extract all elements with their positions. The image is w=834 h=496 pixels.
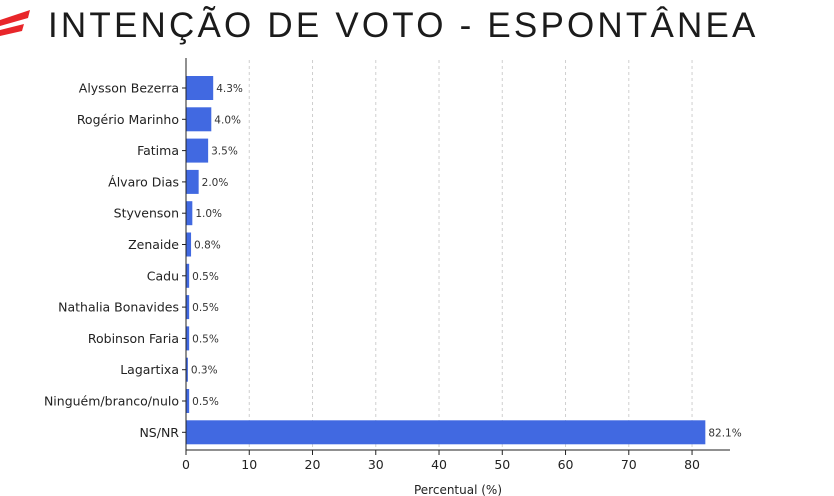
bars	[186, 76, 706, 445]
value-label: 0.5%	[192, 271, 219, 283]
bar	[186, 169, 199, 194]
category-label: Alysson Bezerra	[79, 81, 179, 96]
x-tick-label: 80	[684, 457, 700, 472]
bar	[186, 232, 192, 257]
category-label: Álvaro Dias	[108, 174, 179, 189]
value-label: 0.3%	[191, 365, 218, 377]
bar	[186, 295, 190, 320]
bar	[186, 326, 190, 351]
x-tick-label: 70	[621, 457, 637, 472]
category-label: Nathalia Bonavides	[58, 300, 179, 315]
value-label: 2.0%	[202, 177, 229, 189]
category-label: Styvenson	[114, 206, 179, 221]
bar	[186, 420, 706, 445]
bar	[186, 76, 214, 100]
bar	[186, 389, 190, 413]
brand-logo-icon	[0, 10, 30, 36]
category-label: Cadu	[147, 268, 179, 283]
category-label: Lagartixa	[120, 362, 179, 377]
value-label: 4.0%	[214, 114, 241, 126]
bar	[186, 263, 190, 288]
category-label: Fatima	[137, 143, 179, 158]
x-tick-label: 0	[182, 457, 190, 472]
page-title: INTENÇÃO DE VOTO - ESPONTÂNEA	[48, 6, 759, 45]
x-tick-label: 50	[494, 457, 510, 472]
x-axis-title: Percentual (%)	[414, 483, 502, 496]
category-label: Robinson Faria	[88, 331, 179, 346]
bar	[186, 357, 188, 382]
x-tick-label: 40	[431, 457, 447, 472]
x-tick-label: 60	[558, 457, 574, 472]
category-label: Zenaide	[128, 237, 179, 252]
header: INTENÇÃO DE VOTO - ESPONTÂNEA	[0, 0, 834, 58]
x-tick-label: 20	[305, 457, 321, 472]
value-label: 4.3%	[216, 83, 243, 95]
x-tick-label: 10	[241, 457, 257, 472]
value-label: 0.5%	[192, 396, 219, 408]
bar	[186, 201, 193, 226]
value-label: 82.1%	[708, 427, 741, 439]
value-label: 0.5%	[192, 333, 219, 345]
bar	[186, 107, 212, 132]
value-label: 1.0%	[195, 208, 222, 220]
labels: 0 10 20 30 40 50 60 70 80 Alysson Bezerra 4.3% Rogé…	[44, 81, 742, 473]
value-label: 3.5%	[211, 146, 238, 158]
category-label: Ninguém/branco/nulo	[44, 394, 179, 409]
value-label: 0.8%	[194, 240, 221, 252]
grid-lines	[248, 54, 693, 450]
bar	[186, 138, 209, 163]
category-label: NS/NR	[139, 425, 179, 440]
x-tick-label: 30	[368, 457, 384, 472]
category-label: Rogério Marinho	[77, 112, 179, 127]
value-label: 0.5%	[192, 302, 219, 314]
